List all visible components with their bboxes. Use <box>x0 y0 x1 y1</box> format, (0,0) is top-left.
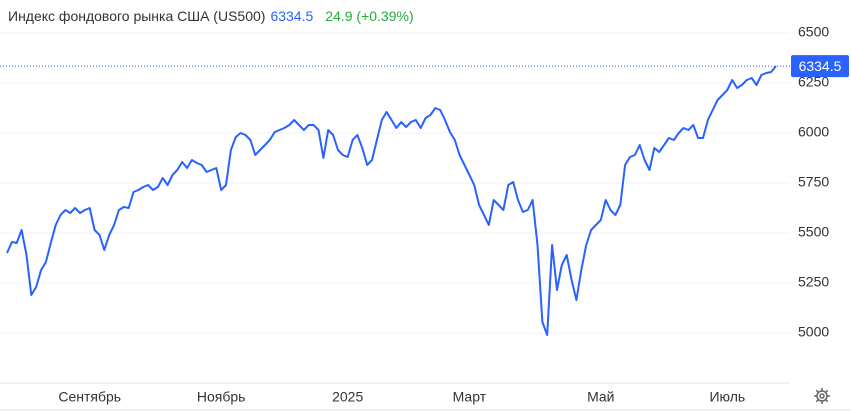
x-tick-label: Ноябрь <box>197 389 246 405</box>
settings-icon[interactable] <box>814 388 830 404</box>
y-tick-label: 6500 <box>798 24 829 40</box>
price-change: 24.9 (+0.39%) <box>325 8 413 24</box>
y-tick-label: 6250 <box>798 74 829 90</box>
y-tick-label: 5250 <box>798 274 829 290</box>
y-tick-label: 5750 <box>798 174 829 190</box>
y-tick-label: 5000 <box>798 324 829 340</box>
x-tick-label: Июль <box>709 389 745 405</box>
x-tick-label: Сентябрь <box>58 389 121 405</box>
x-tick-label: 2025 <box>332 389 363 405</box>
last-price-badge <box>791 55 849 78</box>
x-tick-label: Март <box>453 389 487 405</box>
price-line <box>6 65 777 336</box>
y-tick-label: 5500 <box>798 224 829 240</box>
last-price: 6334.5 <box>270 8 313 24</box>
last-price-label: 6334.5 <box>799 58 842 74</box>
x-tick-label: Май <box>587 389 614 405</box>
chart-header: Индекс фондового рынка США (US500) 6334.5… <box>8 8 414 24</box>
y-tick-label: 6000 <box>798 124 829 140</box>
chart-title: Индекс фондового рынка США (US500) <box>8 8 265 24</box>
